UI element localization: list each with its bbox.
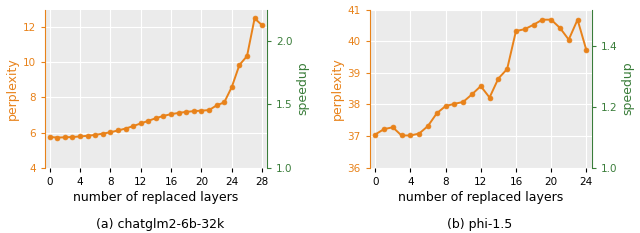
Bar <box>69 158 76 168</box>
Bar <box>206 83 212 168</box>
Bar <box>512 73 520 168</box>
Bar <box>433 134 440 168</box>
Bar <box>145 117 152 168</box>
Y-axis label: speedup: speedup <box>621 62 634 116</box>
Bar <box>495 89 502 168</box>
Y-axis label: perplexity: perplexity <box>6 57 19 120</box>
Bar <box>236 64 243 168</box>
Bar <box>398 153 405 168</box>
Bar <box>244 54 250 168</box>
Bar <box>168 103 174 168</box>
Bar <box>547 46 555 168</box>
Bar <box>530 58 538 168</box>
Bar <box>175 98 182 168</box>
Bar <box>138 122 144 168</box>
Bar <box>107 140 113 168</box>
Bar <box>77 155 83 168</box>
Bar <box>477 101 484 168</box>
Bar <box>504 79 511 168</box>
Bar <box>442 125 449 168</box>
Bar <box>198 87 205 168</box>
Bar <box>424 137 432 168</box>
Bar <box>153 112 159 168</box>
Bar <box>415 144 423 168</box>
Bar <box>221 74 227 168</box>
Bar <box>228 70 235 168</box>
Bar <box>130 127 136 168</box>
Bar <box>183 94 189 168</box>
Bar <box>54 164 60 168</box>
Bar <box>574 37 581 168</box>
Bar <box>380 162 388 168</box>
Bar <box>259 25 266 168</box>
Bar <box>122 132 129 168</box>
Bar <box>539 52 546 168</box>
Bar <box>565 40 573 168</box>
Bar <box>46 167 52 168</box>
Bar <box>191 91 197 168</box>
Bar <box>84 151 91 168</box>
Bar <box>115 136 121 168</box>
Bar <box>556 43 564 168</box>
Bar <box>252 34 258 168</box>
Bar <box>406 147 414 168</box>
Y-axis label: perplexity: perplexity <box>330 57 344 120</box>
Bar <box>582 49 590 168</box>
Text: (b) phi-1.5: (b) phi-1.5 <box>447 218 513 231</box>
Bar <box>486 95 493 168</box>
Bar <box>451 119 458 168</box>
Bar <box>389 156 397 168</box>
Bar <box>61 161 68 168</box>
Bar <box>460 113 467 168</box>
Bar <box>92 147 99 168</box>
Bar <box>213 78 220 168</box>
X-axis label: number of replaced layers: number of replaced layers <box>73 191 239 204</box>
Text: (a) chatglm2-6b-32k: (a) chatglm2-6b-32k <box>96 218 224 231</box>
Bar <box>99 144 106 168</box>
Y-axis label: speedup: speedup <box>296 62 310 116</box>
Bar <box>468 107 476 168</box>
Bar <box>521 64 529 168</box>
X-axis label: number of replaced layers: number of replaced layers <box>398 191 563 204</box>
Bar <box>160 108 166 168</box>
